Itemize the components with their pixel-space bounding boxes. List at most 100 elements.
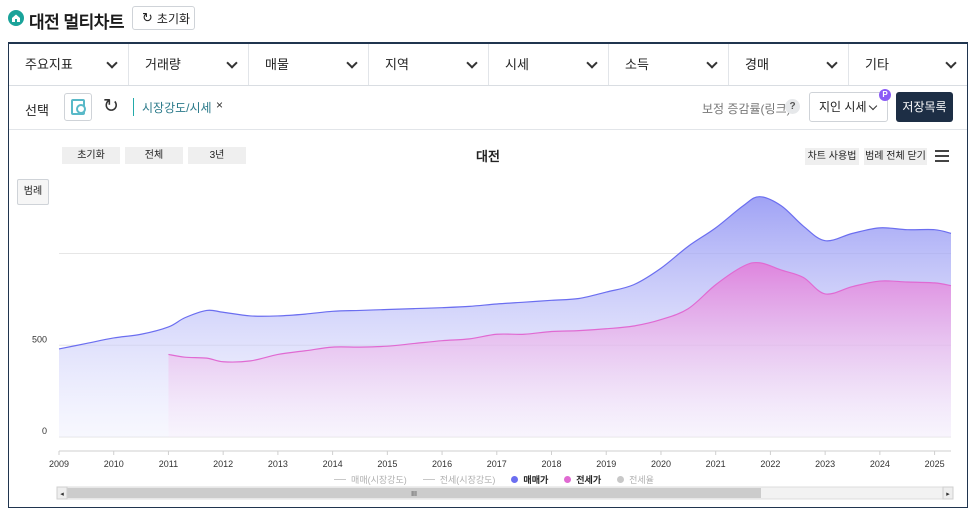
chart-howto-button[interactable]: 차트 사용법 <box>805 148 859 165</box>
reset-label: 초기화 <box>156 11 191 26</box>
refresh-selection-icon[interactable]: ↻ <box>103 96 119 117</box>
menu-item-region[interactable]: 지역 <box>369 44 489 85</box>
legend-line-marker <box>334 478 347 480</box>
menu-item-etc[interactable]: 기타 <box>849 44 967 85</box>
x-tick-label: 2021 <box>706 459 726 469</box>
legend-label: 전세가 <box>576 474 602 485</box>
legend-line-marker <box>422 478 435 480</box>
x-tick-label: 2015 <box>377 459 397 469</box>
legend-dot-marker <box>511 475 519 483</box>
series-area-jeonse <box>168 262 951 437</box>
menu-item-prices[interactable]: 시세 <box>489 44 609 85</box>
chevron-down-icon <box>706 57 718 69</box>
x-tick-label: 2010 <box>104 459 124 469</box>
price-source-select[interactable]: 지인 시세 <box>809 92 888 122</box>
indicator-picker-button[interactable] <box>64 93 92 121</box>
legend-item[interactable]: 전세가 <box>564 473 601 486</box>
reset-button[interactable]: ↻ 초기화 <box>132 6 195 30</box>
divider <box>133 98 134 116</box>
menu-item-income[interactable]: 소득 <box>609 44 729 85</box>
legend-item[interactable]: 매매가 <box>511 473 548 486</box>
multichart-panel: 주요지표 거래량 매물 지역 시세 소득 경매 기타 선택 ↻ 시장강도/시세 … <box>8 42 968 508</box>
legend-dot-marker <box>564 475 572 483</box>
scroll-right-arrow-icon[interactable]: ▸ <box>946 491 950 498</box>
refresh-icon: ↻ <box>142 10 153 25</box>
menu-item-label: 소득 <box>625 57 649 72</box>
menu-item-auction[interactable]: 경매 <box>729 44 849 85</box>
legend-label: 전세(시장강도) <box>439 474 496 485</box>
series-line-jeonse <box>168 261 952 363</box>
chevron-down-icon <box>346 57 358 69</box>
legend-item[interactable]: 전세(시장강도) <box>422 473 496 486</box>
scroll-grip-icon: III <box>411 491 417 498</box>
chevron-down-icon <box>586 57 598 69</box>
menu-item-volume[interactable]: 거래량 <box>129 44 249 85</box>
x-tick-label: 2024 <box>870 459 890 469</box>
adjusted-rate-link[interactable]: 보정 증감률(링크) <box>702 102 791 116</box>
chevron-down-icon <box>466 57 478 69</box>
x-tick-label: 2012 <box>213 459 233 469</box>
hamburger-menu-icon[interactable] <box>935 150 949 162</box>
menu-item-label: 주요지표 <box>25 57 73 72</box>
legend-label: 매매(시장강도) <box>351 474 407 485</box>
category-menu: 주요지표 거래량 매물 지역 시세 소득 경매 기타 <box>9 44 967 86</box>
menu-item-label: 기타 <box>865 57 889 72</box>
magnifier-part <box>76 104 86 114</box>
menu-item-label: 경매 <box>745 57 769 72</box>
chevron-down-icon <box>945 57 957 69</box>
x-tick-label: 2016 <box>432 459 452 469</box>
x-tick-label: 2013 <box>268 459 288 469</box>
chevron-down-icon <box>868 101 878 111</box>
x-tick-label: 2020 <box>651 459 671 469</box>
x-tick-label: 2022 <box>760 459 780 469</box>
selection-toolbar: 선택 ↻ 시장강도/시세 × 보정 증감률(링크) ? 지인 시세 P 저장목록 <box>9 86 967 130</box>
help-icon[interactable]: ? <box>785 99 800 114</box>
menu-item-label: 지역 <box>385 57 409 72</box>
selected-indicator-chip[interactable]: 시장강도/시세 <box>142 101 212 115</box>
menu-item-label: 거래량 <box>145 57 181 72</box>
legend-label: 매매가 <box>523 474 549 485</box>
chevron-down-icon <box>106 57 118 69</box>
series-line-sale <box>58 196 952 350</box>
range-3y-button[interactable]: 3년 <box>188 147 246 164</box>
legend-dot-marker <box>617 475 625 483</box>
chart-area: 초기화 전체 3년 범례 대전 차트 사용법 범례 전체 닫기 0 500 2009… <box>9 131 967 508</box>
x-tick-label: 2014 <box>323 459 343 469</box>
x-tick-label: 2017 <box>487 459 507 469</box>
y-tick-label: 500 <box>32 334 47 344</box>
menu-item-label: 매물 <box>265 57 289 72</box>
scroll-right-button <box>942 486 954 500</box>
menu-item-label: 시세 <box>505 57 529 72</box>
scroll-left-button <box>56 486 68 500</box>
x-tick-label: 2011 <box>159 459 178 469</box>
premium-badge: P <box>879 89 891 101</box>
legend-item[interactable]: 전세율 <box>617 473 654 486</box>
x-tick-label: 2019 <box>596 459 616 469</box>
selection-label: 선택 <box>25 103 49 118</box>
area-chart: 0 500 2009 2010 2011 2012 2013 2014 2015 2016 2017… <box>32 196 954 500</box>
x-tick-label: 2009 <box>49 459 69 469</box>
scrollbar-thumb[interactable] <box>67 488 761 498</box>
x-tick-label: 2025 <box>925 459 945 469</box>
menu-item-listings[interactable]: 매물 <box>249 44 369 85</box>
scroll-left-arrow-icon[interactable]: ◂ <box>60 491 64 498</box>
legend-toggle-button[interactable]: 범례 <box>17 179 49 205</box>
chip-remove-icon[interactable]: × <box>216 98 224 112</box>
chart-legend: 매매(시장강도) 전세(시장강도) 매매가 전세가 전세율 <box>9 469 967 489</box>
chevron-down-icon <box>226 57 238 69</box>
range-all-button[interactable]: 전체 <box>125 147 183 164</box>
menu-item-main-indicators[interactable]: 주요지표 <box>9 44 129 85</box>
home-logo-icon <box>8 10 24 26</box>
chevron-down-icon <box>826 57 838 69</box>
legend-item[interactable]: 매매(시장강도) <box>334 473 407 486</box>
legend-label: 전세율 <box>629 474 654 485</box>
app-title: 대전 멀티차트 <box>29 13 125 32</box>
saved-list-button[interactable]: 저장목록 <box>896 92 953 122</box>
chart-reset-button[interactable]: 초기화 <box>62 147 120 164</box>
app-header: 대전 멀티차트 ↻ 초기화 <box>0 0 975 38</box>
close-all-legend-button[interactable]: 범례 전체 닫기 <box>864 148 927 165</box>
price-source-value: 지인 시세 <box>819 100 867 114</box>
x-tick-label: 2023 <box>815 459 835 469</box>
x-tick-label: 2018 <box>541 459 561 469</box>
chart-title: 대전 <box>476 149 500 164</box>
